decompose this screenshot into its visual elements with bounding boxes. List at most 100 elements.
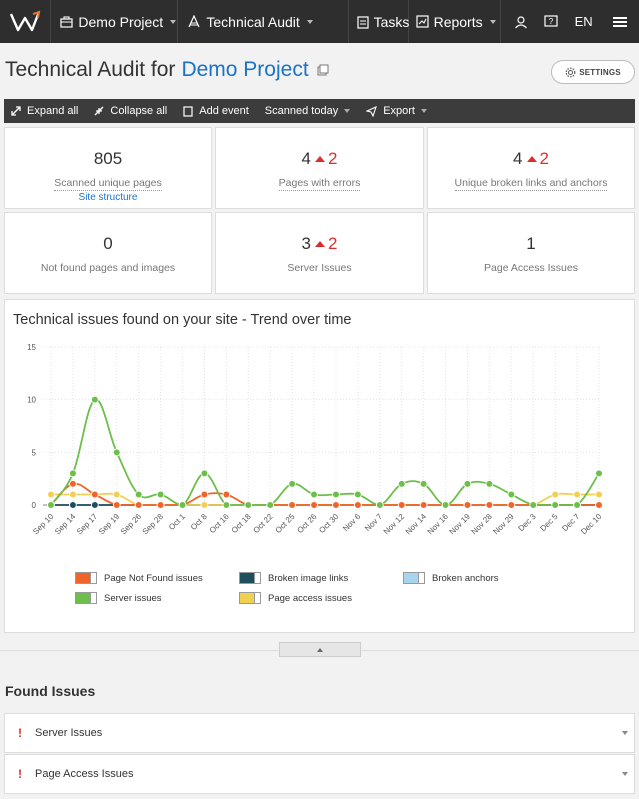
- x-tick-label: Sep 17: [75, 512, 100, 537]
- y-tick-label: 5: [32, 448, 37, 457]
- legend-item-broken-image-links[interactable]: Broken image links: [239, 572, 348, 584]
- x-tick-label: Oct 30: [317, 512, 340, 535]
- data-point: [112, 448, 121, 457]
- warning-icon: !: [18, 726, 22, 740]
- data-point: [244, 501, 253, 509]
- add-event-label: Add event: [199, 105, 249, 117]
- data-point: [112, 501, 121, 509]
- logo[interactable]: [0, 0, 52, 43]
- help-button[interactable]: ?: [536, 0, 566, 43]
- stat-label[interactable]: Pages with errors: [278, 177, 361, 191]
- chevron-down-icon: [344, 109, 351, 113]
- x-tick-label: Nov 29: [491, 512, 516, 537]
- site-structure-link[interactable]: Site structure: [78, 192, 138, 203]
- data-point: [507, 501, 516, 509]
- data-point: [288, 480, 296, 488]
- collapse-icon: [94, 106, 104, 116]
- data-point: [156, 501, 165, 509]
- arrow-up-icon: [315, 241, 325, 247]
- chevron-down-icon: [489, 19, 496, 24]
- stat-value: 805: [93, 149, 123, 168]
- send-icon: [366, 105, 378, 117]
- data-point: [112, 490, 121, 499]
- warning-icon: !: [18, 767, 22, 781]
- issue-label: Server Issues: [35, 727, 103, 739]
- data-point: [551, 501, 559, 509]
- x-tick-label: Sep 14: [53, 512, 78, 537]
- x-tick-label: Dec 5: [538, 512, 560, 534]
- module-selector[interactable]: Technical Audit: [178, 0, 349, 43]
- project-name: Demo Project: [78, 13, 164, 30]
- tasks-link[interactable]: Tasks: [349, 0, 409, 43]
- logo-icon: [10, 10, 41, 31]
- data-point: [91, 501, 99, 509]
- stat-delta: 2: [526, 149, 549, 169]
- data-point: [595, 501, 603, 509]
- language-selector[interactable]: EN: [566, 0, 602, 43]
- stat-label: Page Access Issues: [484, 262, 578, 274]
- settings-label: SETTINGS: [579, 67, 621, 77]
- x-tick-label: Dec 10: [579, 512, 604, 537]
- stat-label: Server Issues: [287, 262, 352, 274]
- legend-swatch: [239, 572, 261, 584]
- x-tick-label: Sep 28: [141, 512, 166, 537]
- data-point: [375, 501, 384, 509]
- settings-button[interactable]: SETTINGS: [551, 60, 635, 84]
- expand-all-label: Expand all: [27, 105, 79, 117]
- reports-menu[interactable]: Reports: [409, 0, 501, 43]
- data-point: [595, 469, 603, 478]
- stat-value: 1: [526, 234, 536, 253]
- x-tick-label: Nov 19: [448, 512, 473, 537]
- data-point: [178, 501, 187, 509]
- legend-item-page-not-found[interactable]: Page Not Found issues: [75, 572, 203, 584]
- stat-delta-value: 2: [328, 234, 338, 253]
- report-icon: [415, 15, 429, 28]
- external-link-icon[interactable]: [317, 64, 329, 76]
- y-tick-label: 10: [27, 396, 36, 405]
- data-point: [485, 501, 494, 509]
- add-event-button[interactable]: Add event: [183, 105, 249, 117]
- x-tick-label: Oct 18: [230, 512, 253, 535]
- data-point: [288, 501, 296, 509]
- stat-delta: 2: [315, 234, 337, 254]
- data-point: [222, 501, 231, 509]
- project-link[interactable]: Demo Project: [181, 58, 309, 81]
- help-icon: ?: [544, 14, 558, 27]
- data-point: [419, 501, 428, 509]
- legend-item-server-issues[interactable]: Server issues: [75, 592, 162, 604]
- stat-label[interactable]: Unique broken links and anchors: [454, 177, 608, 191]
- top-navbar: Demo Project Technical Audit Tasks Repor…: [0, 0, 639, 43]
- arrow-up-icon: [526, 156, 537, 162]
- stat-label[interactable]: Scanned unique pages: [54, 177, 162, 191]
- expand-all-button[interactable]: Expand all: [11, 105, 78, 117]
- trend-chart-panel: Technical issues found on your site - Tr…: [4, 299, 635, 633]
- issue-row-server-issues[interactable]: ! Server Issues: [4, 713, 635, 753]
- stat-value: 0: [103, 234, 113, 253]
- collapse-all-label: Collapse all: [110, 105, 168, 117]
- stat-card-not-found: 0 Not found pages and images: [4, 212, 212, 294]
- audit-icon: [187, 15, 201, 28]
- menu-button[interactable]: [601, 0, 639, 43]
- found-issues-title: Found Issues: [5, 683, 96, 699]
- user-icon: [515, 15, 528, 28]
- issue-row-page-access-issues[interactable]: ! Page Access Issues: [4, 754, 635, 794]
- data-point: [551, 490, 559, 499]
- data-point: [156, 490, 165, 499]
- scanned-date-selector[interactable]: Scanned today: [265, 105, 351, 117]
- export-menu[interactable]: Export: [366, 105, 427, 117]
- project-selector[interactable]: Demo Project: [51, 0, 179, 43]
- collapse-all-button[interactable]: Collapse all: [94, 105, 167, 117]
- legend-item-page-access-issues[interactable]: Page access issues: [239, 592, 352, 604]
- legend-item-broken-anchors[interactable]: Broken anchors: [403, 572, 499, 584]
- language-label: EN: [574, 14, 593, 29]
- chevron-down-icon: [420, 109, 427, 113]
- x-tick-label: Nov 6: [341, 512, 363, 534]
- stat-card-page-access: 1 Page Access Issues: [427, 212, 635, 294]
- chevron-down-icon: [622, 772, 628, 776]
- x-tick-label: Oct 26: [295, 512, 318, 535]
- user-button[interactable]: [507, 0, 537, 43]
- collapse-chart-button[interactable]: [279, 642, 361, 657]
- data-point: [134, 490, 143, 499]
